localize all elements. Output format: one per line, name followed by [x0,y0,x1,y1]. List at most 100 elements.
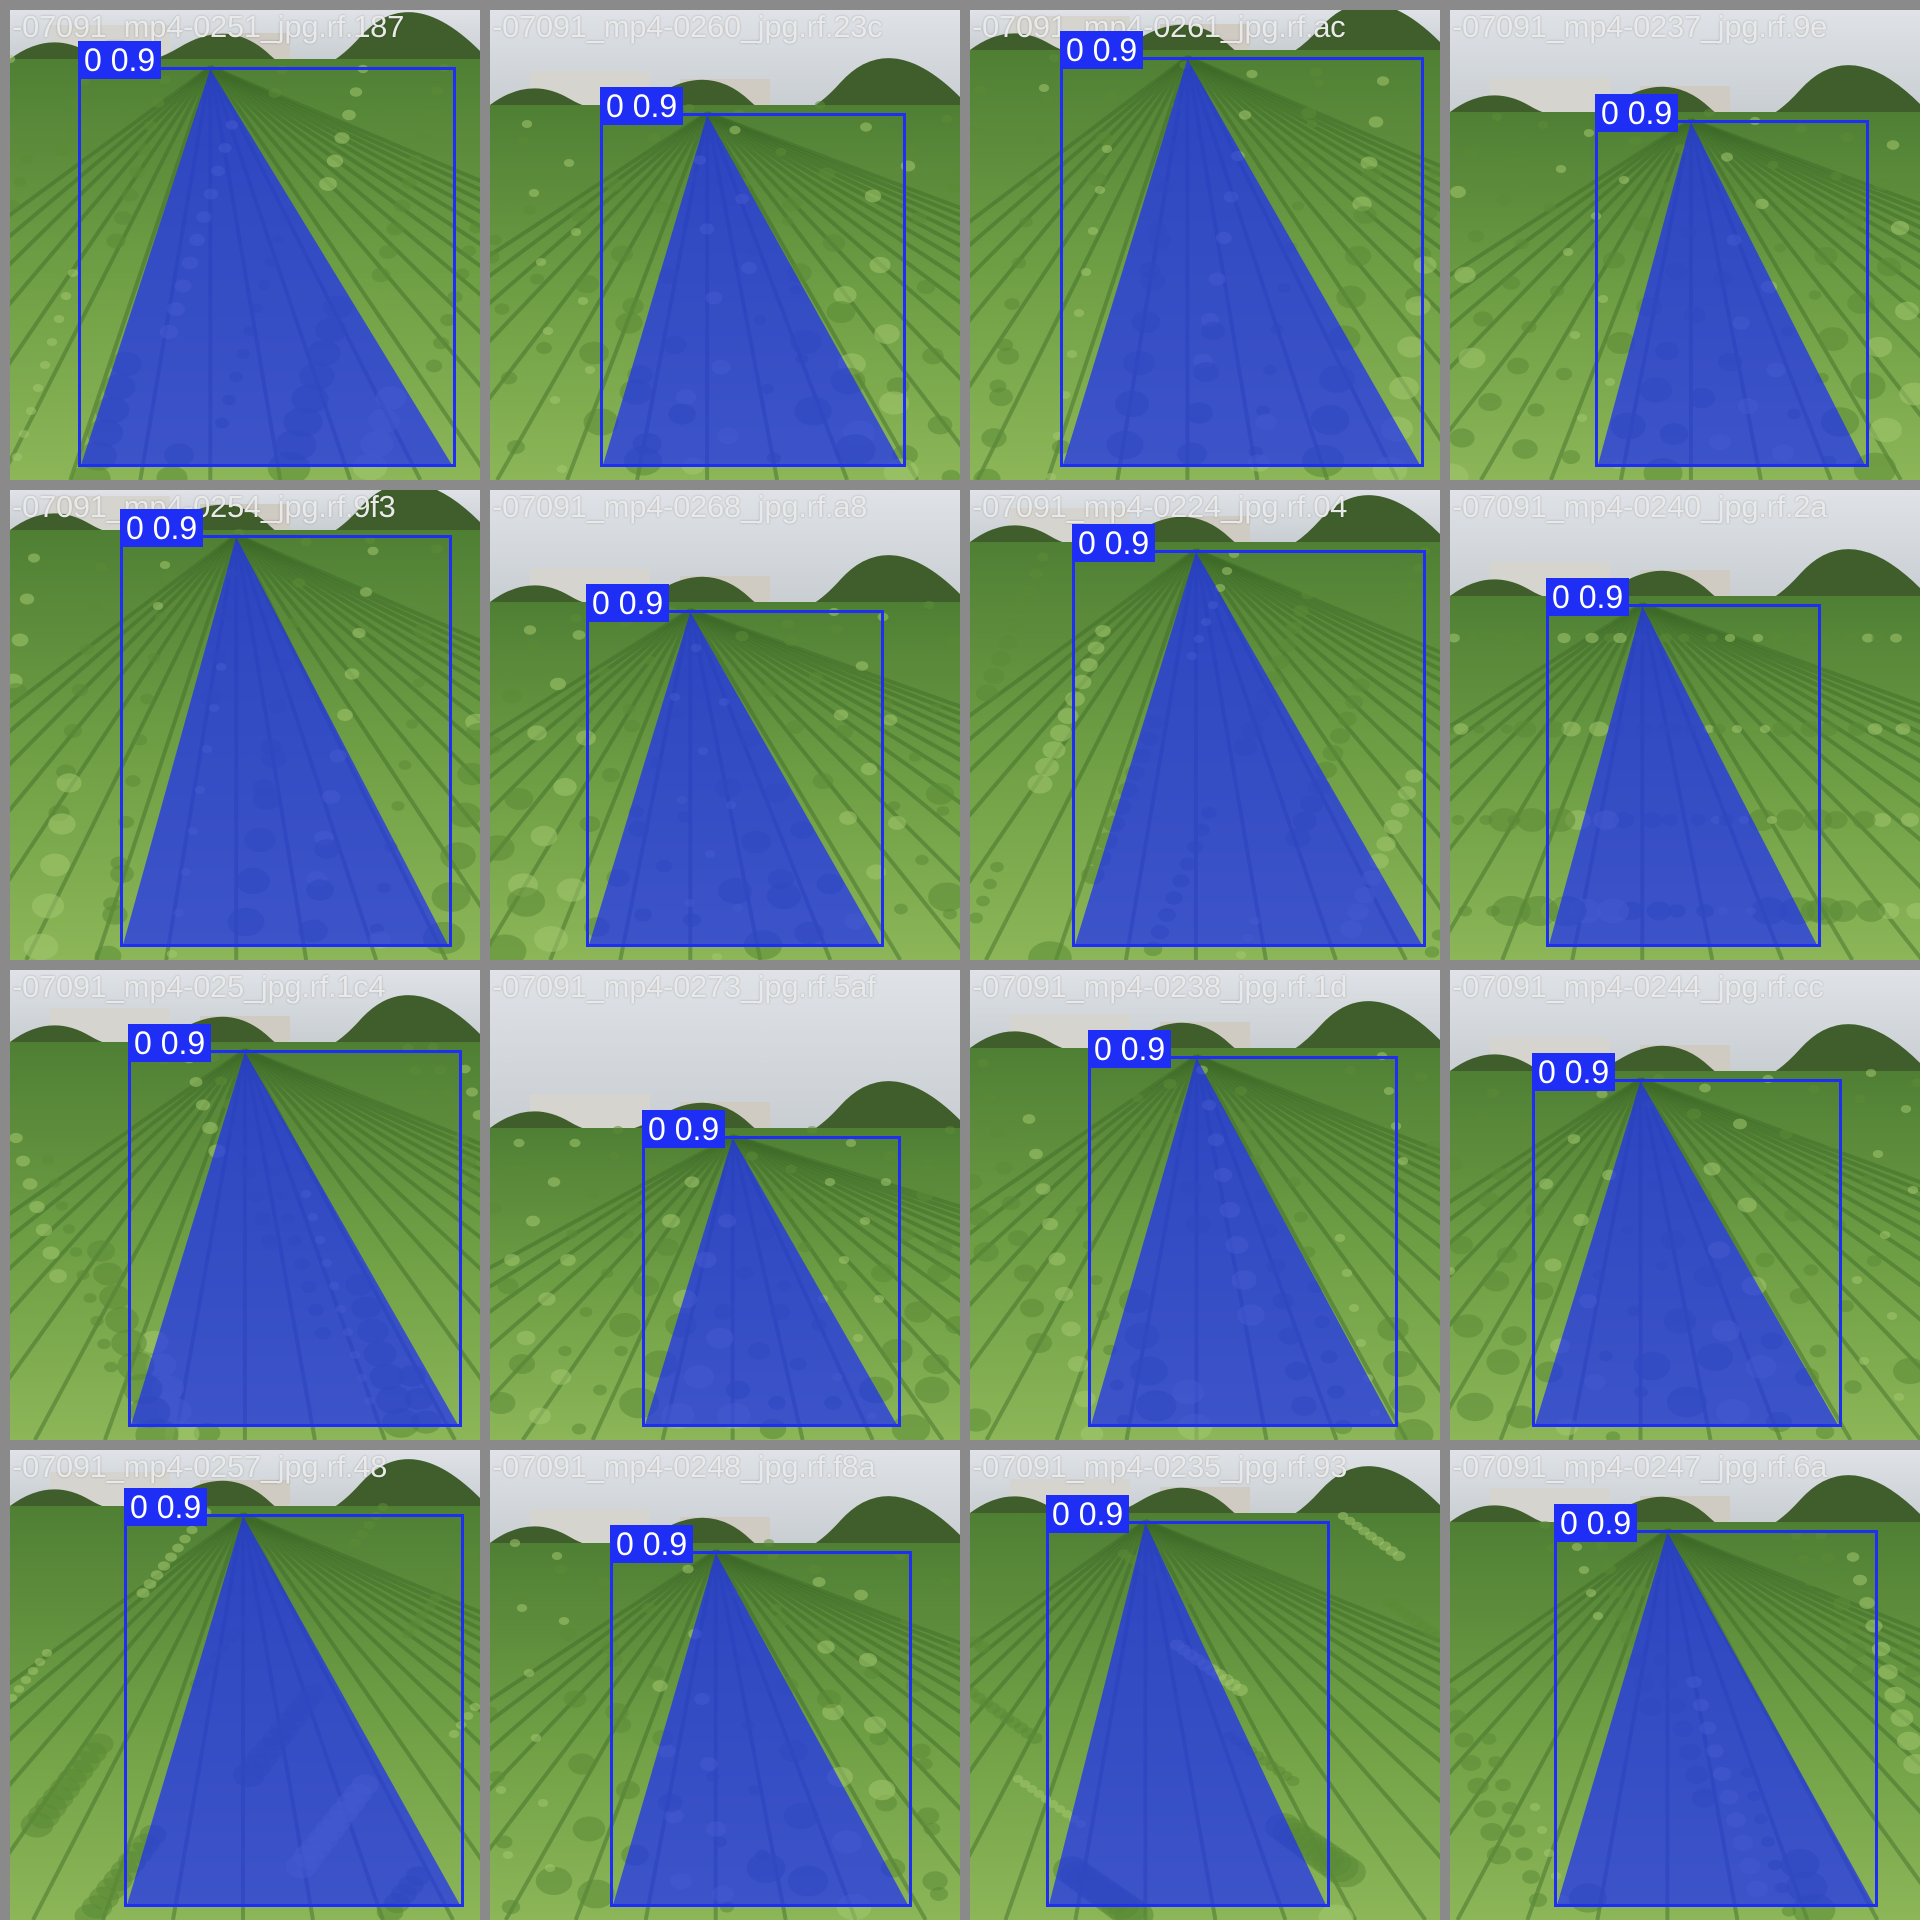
crop-row-line [1194,548,1440,696]
leaf [1006,618,1024,632]
crop-row-line [244,1048,480,1146]
leaf [136,143,152,155]
crop-row-line [1689,118,1903,480]
leaf [908,752,922,762]
leaf [490,735,503,755]
tree-line [970,1001,1440,1060]
leaf [465,1548,477,1558]
leaf [887,801,901,811]
leaf [34,1658,46,1666]
crop-row-line [241,1512,480,1713]
leaf [1414,1072,1428,1082]
leaf [1817,327,1849,351]
crop-row-line [1641,602,1920,809]
class-confidence-label: 0 0.9 [1554,1504,1638,1542]
leaf [401,1629,415,1639]
crop-row-line [209,65,480,202]
leaf [1608,1586,1624,1598]
leaf [1620,1630,1640,1646]
leaf [1895,723,1911,735]
bounding-box [1046,1521,1330,1907]
bounding-box [1072,550,1426,947]
crop-row-line [1450,118,1693,433]
leaf [1513,720,1537,738]
leaf [682,1564,694,1574]
leaf [845,1139,857,1147]
crop-row-line [234,533,480,909]
leaf [1659,633,1673,643]
leaf [553,778,577,796]
crop-row-line [1641,602,1920,783]
leaf [413,678,425,688]
class-confidence-label: 0 0.9 [1060,31,1144,69]
crop-row-line [1450,1528,1669,1684]
leaf [1807,897,1843,925]
leaf [1501,276,1521,290]
leaf [1104,91,1118,103]
leaf [159,561,171,569]
leaf [179,1534,191,1544]
leaf [529,273,545,285]
leaf [1699,1083,1711,1093]
crop-row-line [689,608,960,748]
tile-filename: -07091_mp4-0244_jpg.rf.cc [1452,970,1824,1004]
crop-row-line [244,1048,480,1153]
leaf [587,1190,599,1200]
crop-row-line [1195,1054,1440,1226]
leaf [1537,120,1549,130]
leaf [1037,552,1049,562]
class-confidence-label: 0 0.9 [1088,1030,1172,1068]
leaf [1561,721,1581,737]
crop-row-line [235,533,480,661]
segmentation-mask [1091,1058,1394,1425]
leaf [1750,1173,1766,1185]
leaf [1843,212,1865,228]
class-confidence-label: 0 0.9 [1046,1495,1130,1533]
bounding-box [120,535,452,947]
leaf [1383,1087,1395,1095]
leaf [1686,1108,1702,1120]
leaf [970,125,980,137]
leaf [1767,160,1779,170]
leaf [398,760,412,770]
leaf [523,205,537,215]
leaf [833,709,849,721]
crop-row-line [970,548,1198,718]
crop-row-line [1450,1077,1642,1205]
leaf [916,279,936,295]
leaf [1815,1424,1835,1440]
crop-row-line [235,533,480,672]
leaf [465,722,480,744]
tree-line [1450,1475,1920,1534]
leaf [1450,1267,1456,1275]
leaf [156,466,188,480]
leaf [1604,378,1616,386]
leaf [1521,321,1537,333]
leaf [549,396,561,404]
leaf [500,371,518,385]
crop-row-line [10,1048,247,1271]
leaf [596,1576,610,1588]
leaf [922,347,944,365]
leaf [812,1626,832,1642]
leaf [1426,1140,1440,1154]
tile-filename: -07091_mp4-0235_jpg.rf.93 [972,1450,1348,1484]
tile: -07091_mp4-0268_jpg.rf.a8 0 0.9 [490,490,960,960]
leaf [568,1753,596,1775]
leaf [945,1315,960,1335]
leaf [1318,1904,1354,1920]
leaf [466,1087,478,1097]
leaf [1613,632,1627,644]
leaf [946,1642,960,1652]
leaf [1377,1316,1409,1342]
leaf [525,1215,541,1227]
leaf [556,465,568,473]
leaf [1011,257,1027,269]
leaf [49,1269,67,1283]
leaf [822,234,846,252]
leaf [1221,567,1233,575]
leaf [930,703,942,713]
leaf [20,154,34,164]
leaf [490,1201,502,1215]
leaf [1313,78,1325,88]
